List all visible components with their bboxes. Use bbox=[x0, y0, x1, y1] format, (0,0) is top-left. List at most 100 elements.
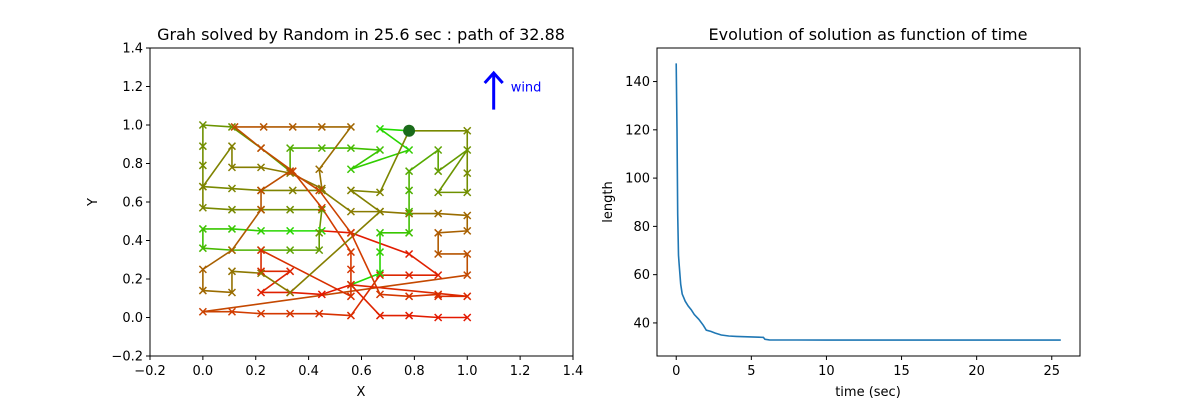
city-marker bbox=[257, 309, 266, 318]
city-marker bbox=[286, 246, 295, 255]
path-segment bbox=[379, 293, 410, 298]
city-marker bbox=[257, 269, 266, 278]
path-segment bbox=[321, 189, 352, 213]
path-segment bbox=[438, 212, 468, 217]
convergence-y-ticks: 40 60 80 100 120 140 bbox=[625, 75, 657, 331]
city-marker bbox=[257, 246, 266, 255]
path-segment bbox=[260, 270, 291, 294]
y-tick-label: 140 bbox=[625, 75, 650, 90]
city-marker bbox=[405, 207, 414, 216]
city-marker bbox=[257, 205, 266, 214]
city-marker bbox=[463, 249, 472, 259]
city-marker bbox=[434, 167, 443, 176]
city-marker bbox=[434, 290, 443, 299]
city-marker bbox=[198, 120, 207, 130]
convergence-plot: Evolution of solution as function of tim… bbox=[601, 25, 1081, 400]
city-marker bbox=[463, 271, 472, 280]
path-segment bbox=[202, 247, 233, 251]
wind-indicator: wind bbox=[483, 70, 542, 110]
city-marker bbox=[463, 188, 472, 197]
x-tick-label: 0.8 bbox=[404, 364, 425, 379]
path-segment bbox=[318, 169, 323, 189]
city-marker bbox=[434, 271, 443, 280]
path-segment bbox=[350, 189, 381, 194]
y-tick-label: 100 bbox=[625, 172, 650, 187]
city-marker bbox=[227, 184, 236, 193]
city-marker bbox=[346, 186, 355, 195]
tsp-plot-title: Grah solved by Random in 25.6 sec : path… bbox=[157, 25, 565, 44]
city-marker bbox=[198, 142, 207, 151]
city-marker bbox=[286, 267, 295, 276]
city-marker bbox=[227, 122, 236, 131]
city-marker bbox=[257, 186, 266, 195]
path-segment bbox=[350, 189, 381, 213]
city-marker bbox=[288, 167, 297, 176]
city-marker bbox=[434, 249, 443, 259]
path-segment bbox=[350, 284, 381, 317]
city-marker bbox=[227, 267, 236, 276]
tsp-path-marks bbox=[198, 120, 472, 322]
city-marker bbox=[434, 292, 443, 301]
city-marker bbox=[315, 309, 324, 318]
city-marker bbox=[463, 169, 472, 178]
convergence-y-axis-label: length bbox=[601, 181, 616, 222]
city-marker bbox=[346, 265, 355, 274]
city-marker bbox=[317, 205, 326, 214]
path-segment bbox=[260, 166, 291, 174]
path-segment bbox=[321, 284, 352, 296]
y-tick-label: 0.6 bbox=[122, 196, 143, 211]
x-tick-label: 0 bbox=[672, 364, 680, 379]
path-segment bbox=[321, 230, 351, 234]
city-marker bbox=[375, 311, 385, 320]
path-segment bbox=[202, 206, 233, 211]
path-segment bbox=[379, 210, 410, 215]
wind-label: wind bbox=[511, 81, 542, 96]
city-marker bbox=[405, 167, 414, 176]
city-marker bbox=[230, 122, 239, 131]
path-segment bbox=[350, 149, 381, 170]
x-tick-label: 1.2 bbox=[510, 364, 531, 379]
city-marker bbox=[375, 269, 385, 278]
city-marker bbox=[227, 142, 236, 151]
x-tick-label: 5 bbox=[747, 364, 755, 379]
city-marker bbox=[288, 122, 297, 131]
x-tick-label: 15 bbox=[893, 364, 910, 379]
city-marker bbox=[434, 313, 443, 322]
path-segment bbox=[289, 211, 381, 294]
city-marker bbox=[315, 228, 324, 237]
path-segment bbox=[350, 283, 468, 298]
x-tick-label: 20 bbox=[968, 364, 985, 379]
city-marker bbox=[286, 309, 295, 318]
path-segment bbox=[260, 249, 352, 298]
city-marker bbox=[405, 311, 414, 320]
city-marker bbox=[257, 226, 266, 235]
path-segment bbox=[202, 249, 233, 271]
city-marker bbox=[257, 144, 266, 153]
path-segment bbox=[202, 185, 233, 190]
y-tick-label: 0.2 bbox=[122, 273, 143, 288]
wind-arrowhead-icon bbox=[483, 70, 504, 85]
x-tick-label: 1.4 bbox=[563, 364, 584, 379]
path-segment bbox=[234, 126, 262, 149]
path-segment bbox=[202, 124, 233, 128]
city-marker bbox=[375, 228, 385, 237]
x-tick-label: 0.6 bbox=[351, 364, 372, 379]
city-marker bbox=[198, 265, 207, 274]
city-marker bbox=[346, 165, 355, 174]
path-segment bbox=[292, 170, 323, 209]
start-city-marker bbox=[403, 124, 416, 137]
y-tick-label: 60 bbox=[633, 268, 650, 283]
city-marker bbox=[257, 267, 266, 276]
city-marker bbox=[198, 182, 207, 191]
y-tick-label: 0.0 bbox=[122, 311, 143, 326]
path-segment bbox=[408, 149, 439, 172]
path-segment bbox=[379, 128, 410, 151]
city-marker bbox=[346, 122, 355, 131]
path-segment bbox=[202, 145, 233, 188]
city-marker bbox=[315, 246, 324, 255]
city-marker bbox=[315, 165, 324, 174]
convergence-x-axis-label: time (sec) bbox=[835, 385, 901, 400]
convergence-plot-frame bbox=[656, 47, 1081, 357]
path-segment bbox=[231, 310, 262, 315]
city-marker bbox=[375, 124, 385, 133]
